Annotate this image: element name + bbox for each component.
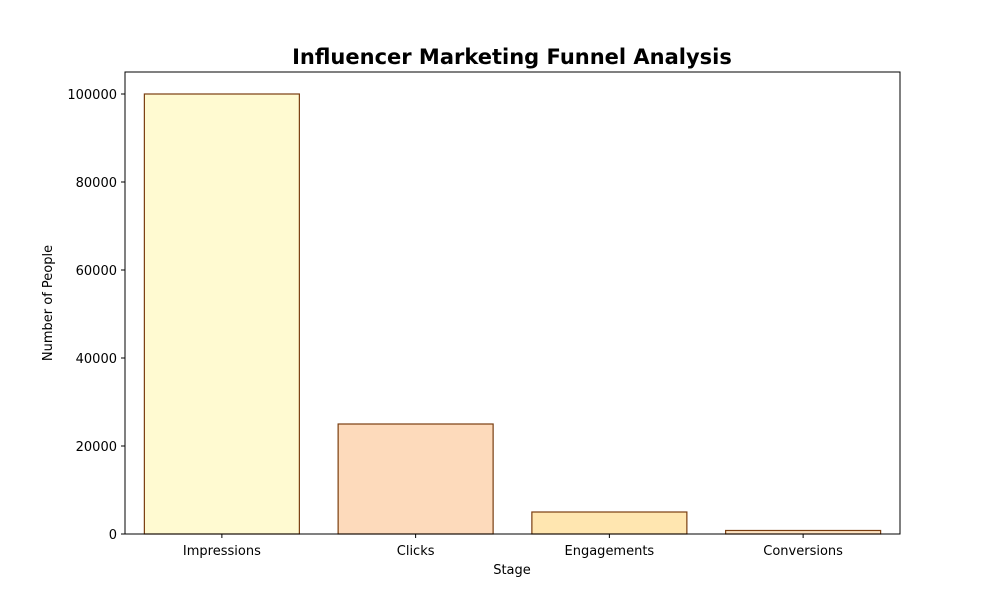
y-tick-label: 80000 <box>76 176 117 191</box>
y-tick-label: 60000 <box>76 264 117 279</box>
y-tick-label: 40000 <box>76 352 117 367</box>
x-tick-label: Clicks <box>397 544 435 559</box>
plot-frame <box>124 71 901 535</box>
x-tick-label: Conversions <box>763 544 843 559</box>
chart-title: Influencer Marketing Funnel Analysis <box>292 45 732 69</box>
x-axis: Impressions Clicks Engagements Conversions <box>183 534 843 559</box>
bar-conversions <box>725 529 882 535</box>
bar-engagements <box>531 511 688 535</box>
y-tick-label: 0 <box>109 528 117 543</box>
y-tick-label: 100000 <box>67 88 117 103</box>
x-tick-label: Impressions <box>183 544 261 559</box>
bars-group <box>143 93 882 535</box>
x-axis-label: Stage <box>493 563 531 578</box>
y-axis-label: Number of People <box>41 245 56 361</box>
y-tick-label: 20000 <box>76 440 117 455</box>
y-axis: 0 20000 40000 60000 80000 100000 <box>67 88 125 543</box>
bar-clicks <box>337 423 494 535</box>
bar-impressions <box>143 93 300 535</box>
x-tick-label: Engagements <box>565 544 655 559</box>
